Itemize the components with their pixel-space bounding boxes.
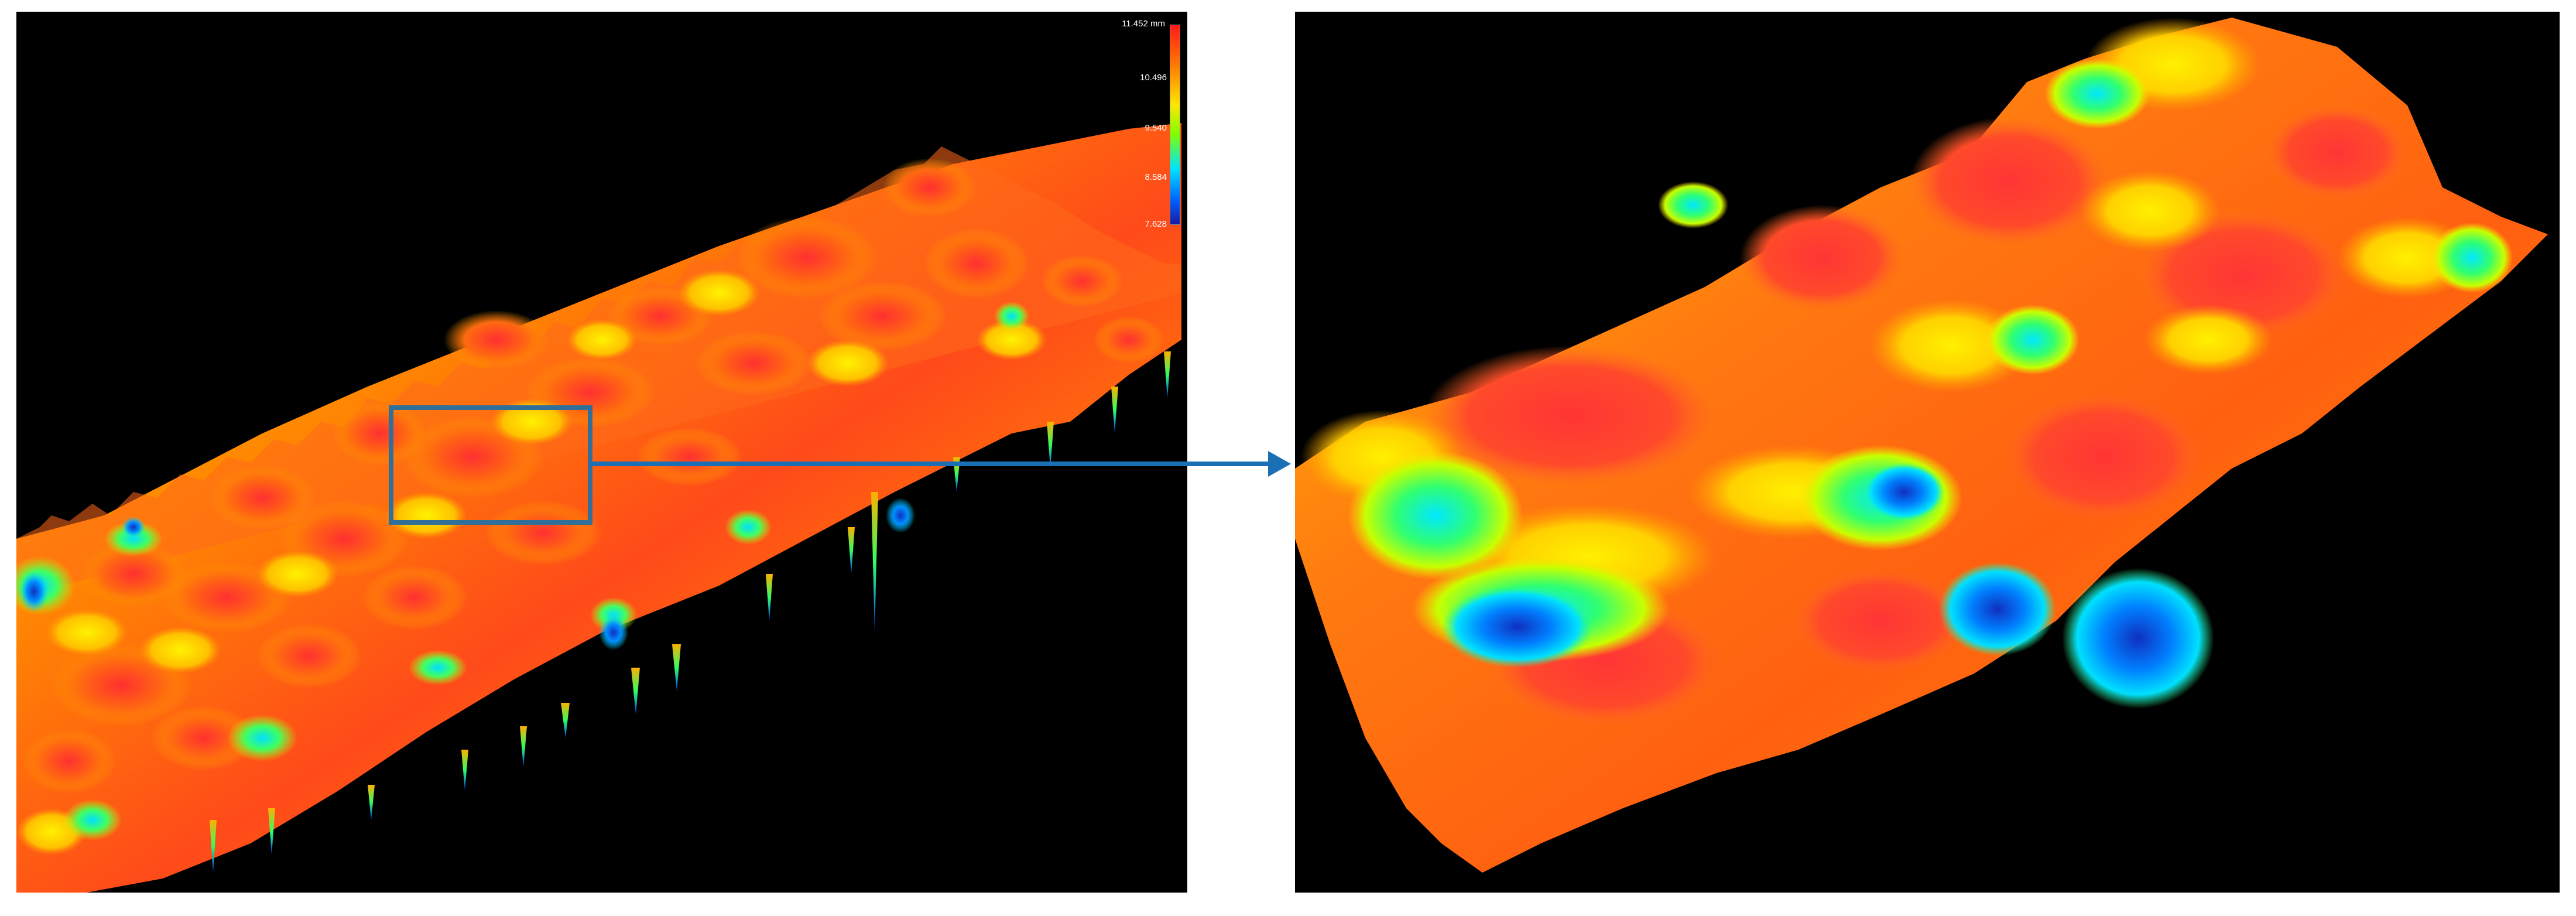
detail-deep-pit	[2062, 568, 2214, 709]
surface-overview-panel: 11.452 mm 10.496 9.540 8.584 7.628	[16, 12, 1187, 893]
surface-detail-panel	[1295, 12, 2560, 893]
colorbar-tick-label: 8.584	[1145, 172, 1167, 182]
detail-red-plateau	[1424, 346, 1717, 486]
colorbar-tick-label: 10.496	[1140, 73, 1167, 83]
colorbar-max-label: 11.452 mm	[1122, 19, 1165, 29]
surface-peaks	[22, 158, 1164, 794]
surface-deep-areas	[19, 498, 915, 650]
surface-overview-render	[16, 123, 1181, 893]
colorbar-min-label: 7.628	[1145, 219, 1167, 229]
colorbar-tick-label: 9.540	[1145, 123, 1167, 133]
colorbar-gradient	[1170, 25, 1180, 225]
surface-spikes	[210, 351, 1171, 873]
surface-detail-render	[1295, 18, 2548, 873]
height-colorbar: 11.452 mm 10.496 9.540 8.584 7.628	[1111, 19, 1184, 230]
